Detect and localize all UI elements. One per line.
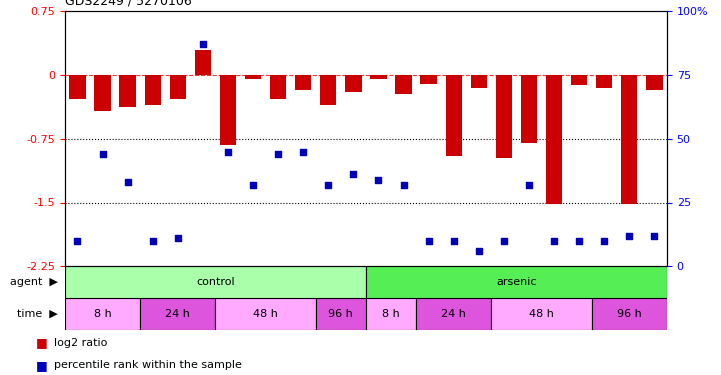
Bar [571,75,588,85]
Bar [395,75,412,94]
Bar [371,75,386,79]
Point [247,182,259,188]
Point [222,148,234,154]
Point [649,232,660,238]
Text: agent  ▶: agent ▶ [10,277,58,287]
Text: control: control [196,277,235,287]
Point [147,238,159,244]
Text: 24 h: 24 h [441,309,466,319]
Bar [195,50,211,75]
Point [122,179,133,185]
Point [598,238,610,244]
Bar [216,298,316,330]
Point [523,182,535,188]
Point [624,232,635,238]
Point [322,182,334,188]
Bar [65,298,140,330]
Bar [596,75,612,88]
Text: arsenic: arsenic [496,277,536,287]
Bar [471,75,487,88]
Bar [245,75,261,79]
Point [97,151,108,157]
Bar [295,75,311,90]
Bar [521,75,537,143]
Text: time  ▶: time ▶ [17,309,58,319]
Text: ■: ■ [36,336,48,349]
Bar [316,298,366,330]
Text: log2 ratio: log2 ratio [54,338,107,348]
Bar [144,75,161,105]
Text: percentile rank within the sample: percentile rank within the sample [54,360,242,370]
Point [71,238,83,244]
Bar [320,75,337,105]
Bar [120,75,136,107]
Point [273,151,284,157]
Text: 8 h: 8 h [94,309,111,319]
Bar [69,75,86,99]
Bar [220,75,236,145]
Bar [140,298,216,330]
Text: 24 h: 24 h [165,309,190,319]
Text: 96 h: 96 h [329,309,353,319]
Bar [345,75,361,92]
Point [548,238,559,244]
Bar [270,75,286,99]
Point [398,182,410,188]
Bar [491,298,592,330]
Point [423,238,434,244]
Point [498,238,510,244]
Text: 48 h: 48 h [529,309,554,319]
Bar [94,75,110,111]
Text: 8 h: 8 h [382,309,400,319]
Bar [366,266,667,298]
Point [348,171,359,177]
Bar [416,298,491,330]
Point [448,238,459,244]
Bar [366,298,416,330]
Point [197,41,208,47]
Bar [446,75,462,156]
Bar [65,266,366,298]
Point [473,248,485,254]
Bar [496,75,512,158]
Text: ■: ■ [36,358,48,372]
Bar [622,75,637,204]
Bar [646,75,663,90]
Bar [592,298,667,330]
Point [298,148,309,154]
Bar [420,75,437,84]
Point [573,238,585,244]
Point [373,177,384,183]
Bar [546,75,562,204]
Text: 48 h: 48 h [253,309,278,319]
Point [172,235,184,241]
Bar [169,75,186,99]
Text: 96 h: 96 h [617,309,642,319]
Text: GDS2249 / 5270106: GDS2249 / 5270106 [65,0,192,8]
